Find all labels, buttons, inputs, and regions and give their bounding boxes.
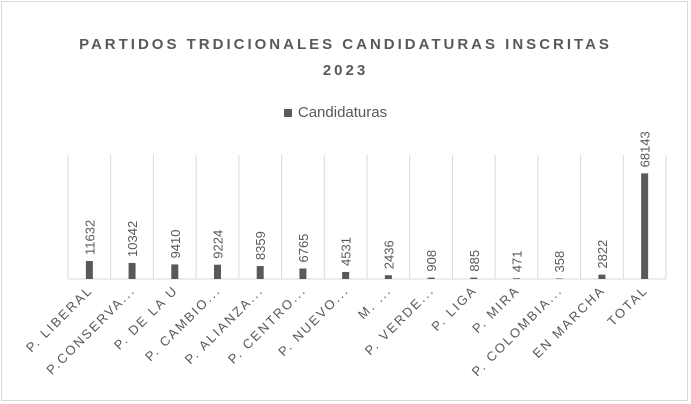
bar: [214, 264, 221, 279]
chart-title: PARTIDOS TRDICIONALES CANDIDATURAS INSCR…: [79, 36, 612, 53]
x-tick-label: TOTAL: [604, 283, 650, 329]
data-label: 9224: [211, 230, 226, 259]
bar: [299, 268, 307, 279]
legend-swatch: [283, 108, 292, 117]
bar: [171, 264, 179, 279]
data-label: 10342: [125, 221, 140, 257]
data-label: 8359: [253, 231, 268, 260]
bar: [384, 275, 392, 279]
data-label: 471: [510, 251, 525, 273]
bar: [598, 274, 606, 279]
x-tick-label: P. CAMBIO...: [142, 283, 224, 365]
data-label: 4531: [339, 237, 354, 266]
bar: [513, 278, 520, 279]
legend-label: Candidaturas: [297, 104, 388, 121]
data-label: 2822: [595, 240, 610, 269]
data-label: 68143: [638, 131, 653, 167]
data-label: 9410: [168, 229, 183, 258]
data-label: 885: [467, 250, 482, 272]
bar: [85, 260, 93, 279]
bar: [555, 278, 563, 279]
bar: [641, 173, 649, 279]
chart-legend: Candidaturas: [0, 104, 691, 121]
bar: [256, 266, 264, 279]
data-label: 358: [552, 251, 567, 273]
x-tick-label: P. ALIANZA...: [182, 283, 267, 368]
data-label: 2436: [381, 240, 396, 269]
x-tick-label: M. ...: [355, 283, 395, 323]
bar: [342, 271, 350, 279]
chart-subtitle: 2023: [322, 62, 369, 79]
data-label: 908: [424, 250, 439, 272]
x-tick-label: P. CENTRO...: [225, 283, 309, 367]
bar: [128, 262, 136, 279]
bar: [427, 277, 435, 279]
bar: [470, 277, 478, 279]
data-label: 11632: [82, 220, 97, 255]
data-label: 6765: [296, 234, 311, 263]
x-tick-label: EN MARCHA: [530, 283, 608, 361]
